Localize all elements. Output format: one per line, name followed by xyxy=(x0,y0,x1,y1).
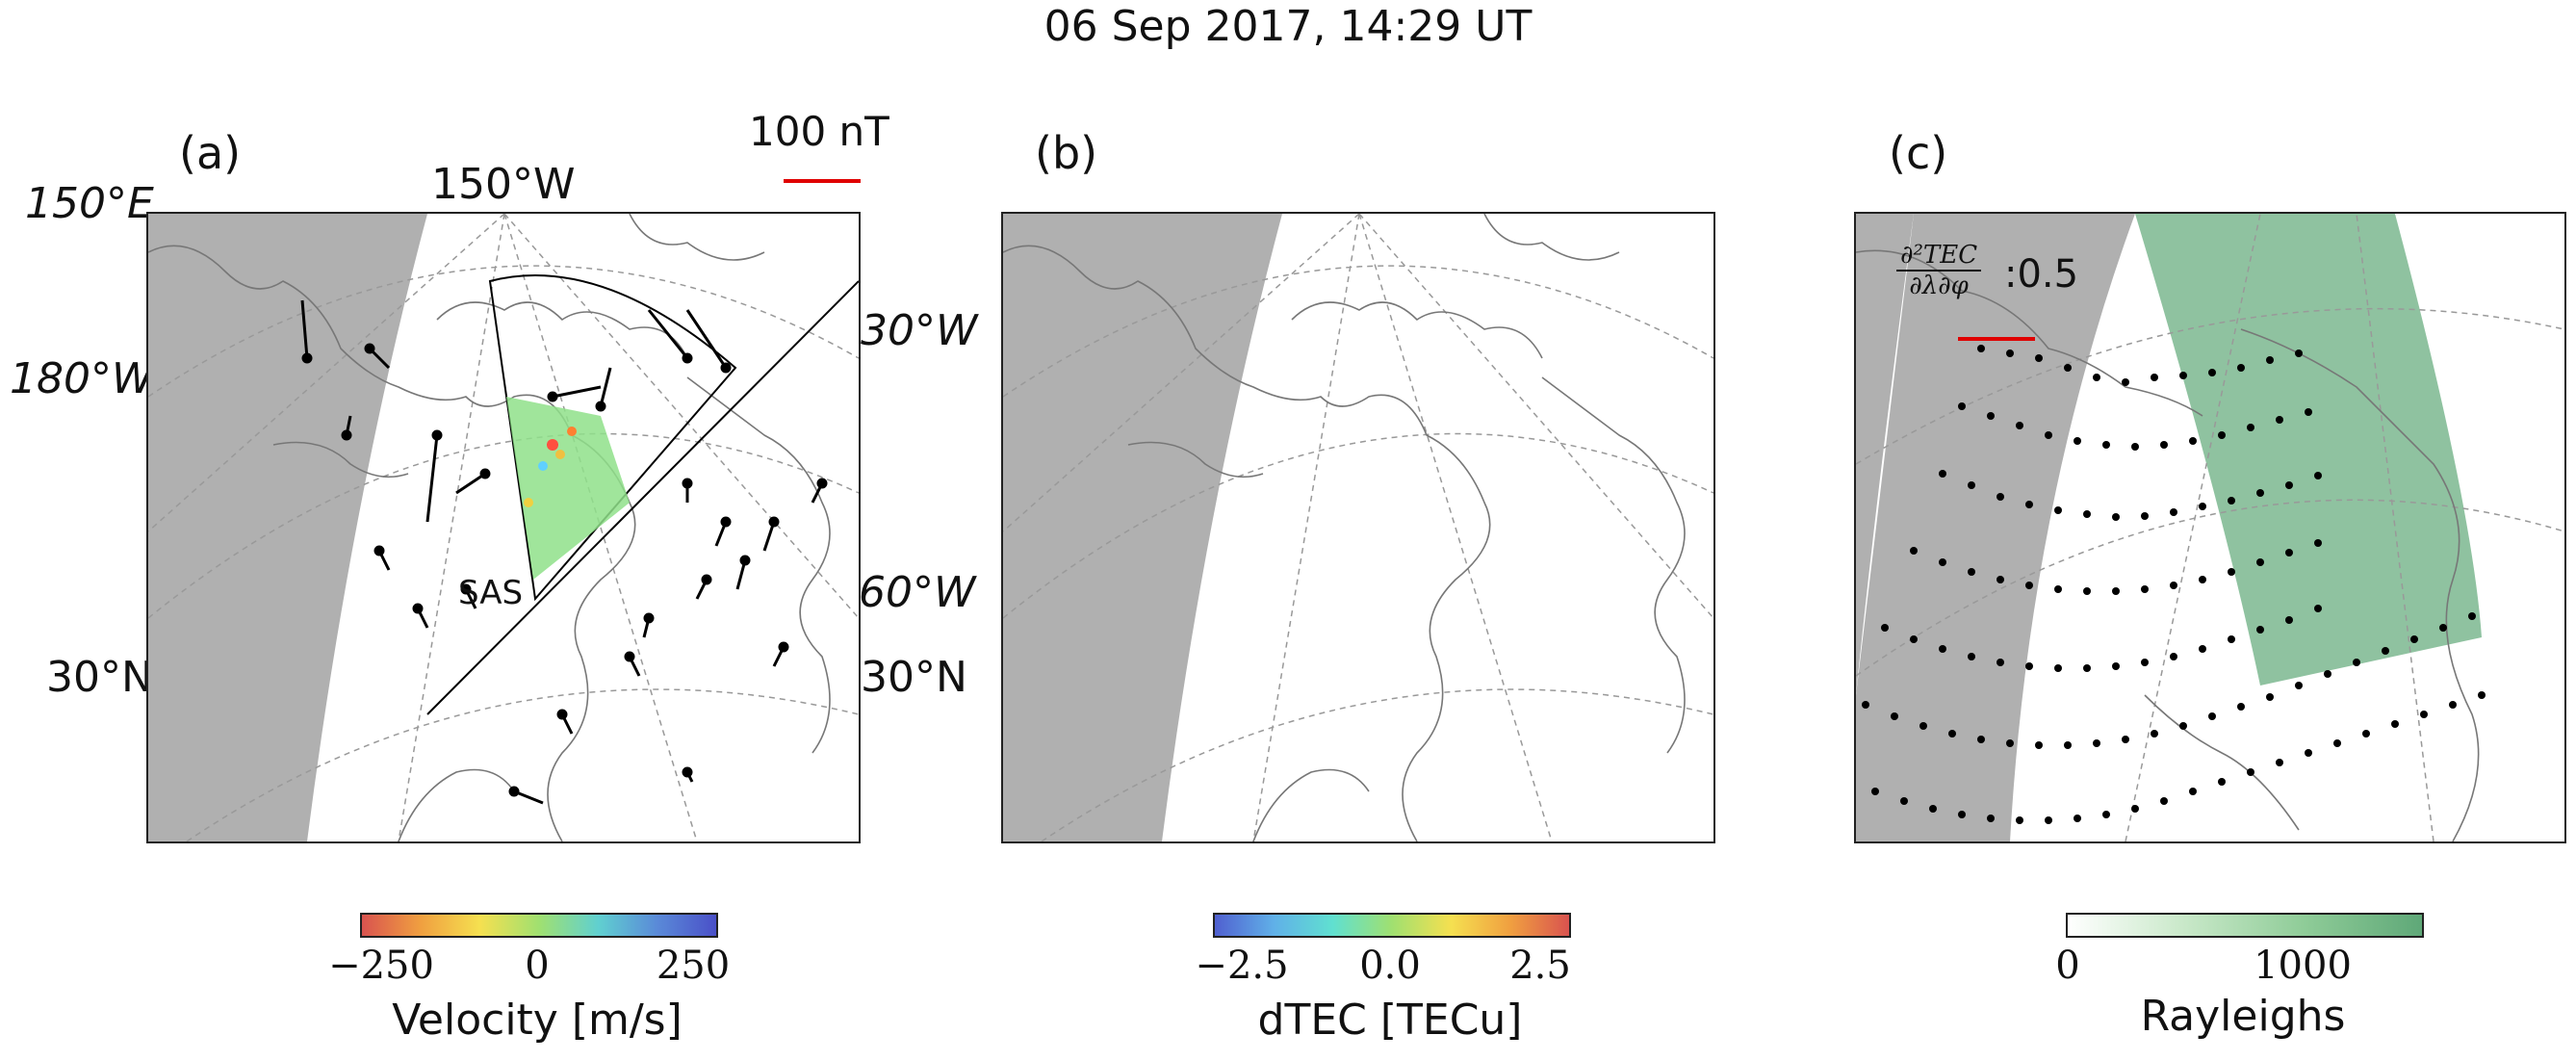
coastlines xyxy=(148,214,831,841)
scale-label-100nt: 100 nT xyxy=(749,108,889,155)
coord-label-30w: 30°W xyxy=(861,306,978,355)
coord-label-30n-right: 30°N xyxy=(861,653,967,702)
colorbar-tick: 0 xyxy=(525,944,550,988)
map-a-svg xyxy=(148,214,859,841)
coord-label-60w: 60°W xyxy=(859,568,976,617)
colorbar-tick: 1000 xyxy=(2254,944,2352,988)
coord-label-180w: 180°W xyxy=(10,354,154,403)
colorbar-label-velocity: Velocity [m/s] xyxy=(392,996,683,1045)
panel-label-a: (a) xyxy=(179,127,242,179)
formula-numerator: ∂²TEC xyxy=(1896,241,1982,272)
radar-label-sas: SAS xyxy=(458,574,524,612)
graticule-lines xyxy=(1003,214,1713,841)
night-terminator-shade xyxy=(1003,214,1282,841)
radar-velocity-scatter xyxy=(506,397,630,580)
colorbar-label-rayleighs: Rayleighs xyxy=(2140,992,2346,1041)
map-panel-b xyxy=(1001,212,1715,843)
colorbar-tick: −250 xyxy=(328,944,434,988)
night-terminator-shade xyxy=(148,214,427,841)
colorbar-tick: 2.5 xyxy=(1509,944,1571,988)
map-panel-c xyxy=(1854,212,2566,843)
colorbar-tick: 250 xyxy=(656,944,731,988)
coastlines xyxy=(1856,249,2480,841)
map-b-svg xyxy=(1003,214,1713,841)
colorbar-tick: 0.0 xyxy=(1359,944,1421,988)
coord-label-30n-left: 30°N xyxy=(46,653,153,702)
coord-label-150e: 150°E xyxy=(25,179,154,228)
map-c-svg xyxy=(1856,214,2564,841)
graticule-lines xyxy=(1856,214,2564,841)
graticule-lines xyxy=(148,214,859,841)
formula-value: :0.5 xyxy=(2004,252,2079,297)
panel-label-c: (c) xyxy=(1889,127,1948,179)
colorbar-label-dtec: dTEC [TECu] xyxy=(1257,996,1523,1045)
coastlines xyxy=(1003,214,1686,841)
keogram-grid-dots xyxy=(1862,345,2486,824)
panel-label-b: (b) xyxy=(1035,127,1098,179)
colorbar-tick: −2.5 xyxy=(1195,944,1289,988)
coord-label-150w: 150°W xyxy=(431,160,576,209)
map-panel-a xyxy=(146,212,861,843)
colorbar-dtec xyxy=(1213,913,1571,938)
colorbar-tick: 0 xyxy=(2055,944,2080,988)
satellite-track xyxy=(426,280,859,715)
magnetometer-vectors xyxy=(300,299,828,805)
aurora-emission-band xyxy=(2135,214,2482,686)
figure-title: 06 Sep 2017, 14:29 UT xyxy=(1043,2,1533,51)
colorbar-rayleighs xyxy=(2066,913,2424,938)
colorbar-velocity xyxy=(360,913,718,938)
scale-arrow xyxy=(784,179,861,183)
formula-denominator: ∂λ∂φ xyxy=(1909,272,1969,300)
radar-fov-outline xyxy=(488,274,737,602)
formula-scale-arrow xyxy=(1958,337,2035,341)
tec-gradient-formula: ∂²TEC ∂λ∂φ xyxy=(1896,241,1982,300)
